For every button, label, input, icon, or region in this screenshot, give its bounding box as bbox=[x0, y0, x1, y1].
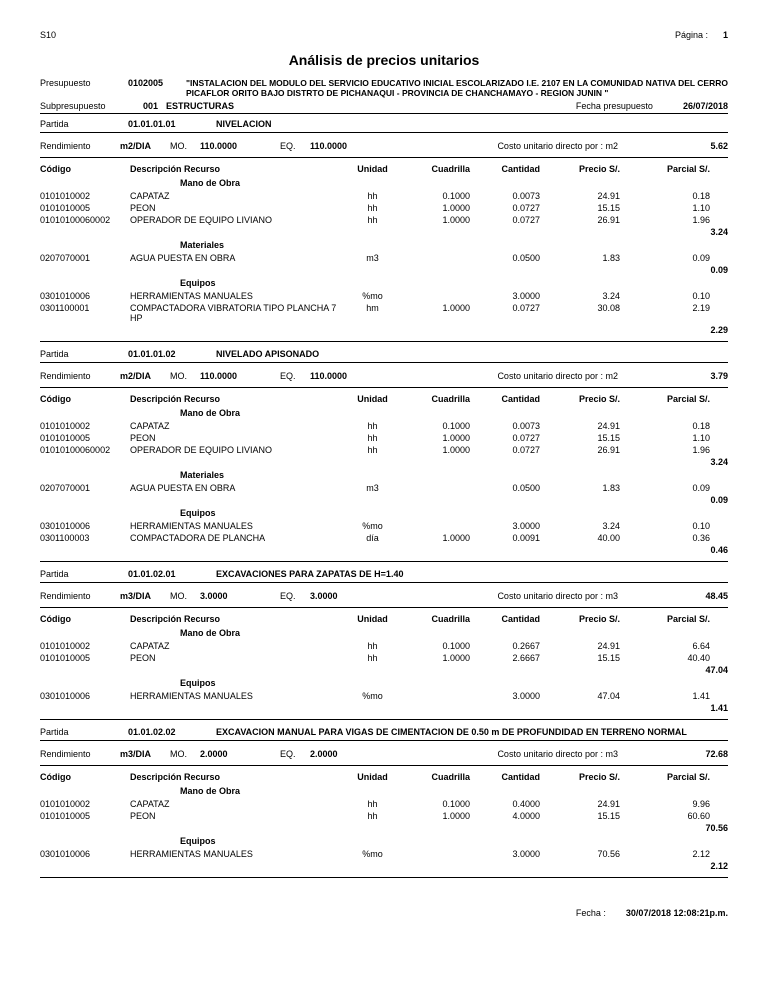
partida-header: Partida 01.01.02.02 EXCAVACION MANUAL PA… bbox=[40, 722, 728, 741]
resource-row: 0101010002 CAPATAZ hh 0.1000 0.0073 24.9… bbox=[40, 420, 728, 432]
subtotal: 2.12 bbox=[40, 860, 728, 872]
page-title: Análisis de precios unitarios bbox=[40, 52, 728, 68]
subpresupuesto-row: Subpresupuesto 001 ESTRUCTURAS Fecha pre… bbox=[40, 101, 728, 114]
resource-row: 01010100060002 OPERADOR DE EQUIPO LIVIAN… bbox=[40, 444, 728, 456]
rendimiento-row: Rendimiento m3/DIA MO. 2.0000 EQ. 2.0000… bbox=[40, 741, 728, 766]
category-label: Materiales bbox=[40, 238, 728, 252]
rendimiento-row: Rendimiento m3/DIA MO. 3.0000 EQ. 3.0000… bbox=[40, 583, 728, 608]
resource-row: 0301010006 HERRAMIENTAS MANUALES %mo 3.0… bbox=[40, 290, 728, 302]
resource-row: 0101010005 PEON hh 1.0000 2.6667 15.15 4… bbox=[40, 652, 728, 664]
subtotal: 3.24 bbox=[40, 226, 728, 238]
page-info: Página : 1 bbox=[675, 30, 728, 40]
s10-label: S10 bbox=[40, 30, 56, 40]
resource-row: 0301100001 COMPACTADORA VIBRATORIA TIPO … bbox=[40, 302, 728, 324]
footer: Fecha : 30/07/2018 12:08:21p.m. bbox=[40, 908, 728, 918]
resource-row: 0101010005 PEON hh 1.0000 0.0727 15.15 1… bbox=[40, 202, 728, 214]
table-header: Código Descripción Recurso Unidad Cuadri… bbox=[40, 388, 728, 406]
resource-row: 0301100003 COMPACTADORA DE PLANCHA día 1… bbox=[40, 532, 728, 544]
category-label: Materiales bbox=[40, 468, 728, 482]
partida-header: Partida 01.01.01.01 NIVELACION bbox=[40, 114, 728, 133]
category-label: Equipos bbox=[40, 506, 728, 520]
subtotal: 2.29 bbox=[40, 324, 728, 336]
resource-row: 0301010006 HERRAMIENTAS MANUALES %mo 3.0… bbox=[40, 690, 728, 702]
top-header: S10 Página : 1 bbox=[40, 30, 728, 40]
resource-row: 01010100060002 OPERADOR DE EQUIPO LIVIAN… bbox=[40, 214, 728, 226]
resource-row: 0207070001 AGUA PUESTA EN OBRA m3 0.0500… bbox=[40, 252, 728, 264]
table-header: Código Descripción Recurso Unidad Cuadri… bbox=[40, 766, 728, 784]
presupuesto-row: Presupuesto 0102005 "INSTALACION DEL MOD… bbox=[40, 78, 728, 98]
resource-row: 0301010006 HERRAMIENTAS MANUALES %mo 3.0… bbox=[40, 848, 728, 860]
rendimiento-row: Rendimiento m2/DIA MO. 110.0000 EQ. 110.… bbox=[40, 133, 728, 158]
partida-header: Partida 01.01.01.02 NIVELADO APISONADO bbox=[40, 344, 728, 363]
category-label: Mano de Obra bbox=[40, 784, 728, 798]
footer-fecha-label: Fecha : bbox=[576, 908, 606, 918]
category-label: Equipos bbox=[40, 834, 728, 848]
subtotal: 1.41 bbox=[40, 702, 728, 714]
category-label: Equipos bbox=[40, 676, 728, 690]
footer-fecha-value: 30/07/2018 12:08:21p.m. bbox=[626, 908, 728, 918]
partida-header: Partida 01.01.02.01 EXCAVACIONES PARA ZA… bbox=[40, 564, 728, 583]
subtotal: 3.24 bbox=[40, 456, 728, 468]
category-label: Equipos bbox=[40, 276, 728, 290]
subtotal: 0.46 bbox=[40, 544, 728, 556]
subtotal: 70.56 bbox=[40, 822, 728, 834]
subtotal: 0.09 bbox=[40, 494, 728, 506]
subtotal: 0.09 bbox=[40, 264, 728, 276]
table-header: Código Descripción Recurso Unidad Cuadri… bbox=[40, 608, 728, 626]
resource-row: 0101010002 CAPATAZ hh 0.1000 0.0073 24.9… bbox=[40, 190, 728, 202]
resource-row: 0101010005 PEON hh 1.0000 4.0000 15.15 6… bbox=[40, 810, 728, 822]
category-label: Mano de Obra bbox=[40, 406, 728, 420]
subtotal: 47.04 bbox=[40, 664, 728, 676]
resource-row: 0101010002 CAPATAZ hh 0.1000 0.2667 24.9… bbox=[40, 640, 728, 652]
resource-row: 0101010002 CAPATAZ hh 0.1000 0.4000 24.9… bbox=[40, 798, 728, 810]
resource-row: 0101010005 PEON hh 1.0000 0.0727 15.15 1… bbox=[40, 432, 728, 444]
resource-row: 0301010006 HERRAMIENTAS MANUALES %mo 3.0… bbox=[40, 520, 728, 532]
resource-row: 0207070001 AGUA PUESTA EN OBRA m3 0.0500… bbox=[40, 482, 728, 494]
table-header: Código Descripción Recurso Unidad Cuadri… bbox=[40, 158, 728, 176]
category-label: Mano de Obra bbox=[40, 626, 728, 640]
category-label: Mano de Obra bbox=[40, 176, 728, 190]
rendimiento-row: Rendimiento m2/DIA MO. 110.0000 EQ. 110.… bbox=[40, 363, 728, 388]
